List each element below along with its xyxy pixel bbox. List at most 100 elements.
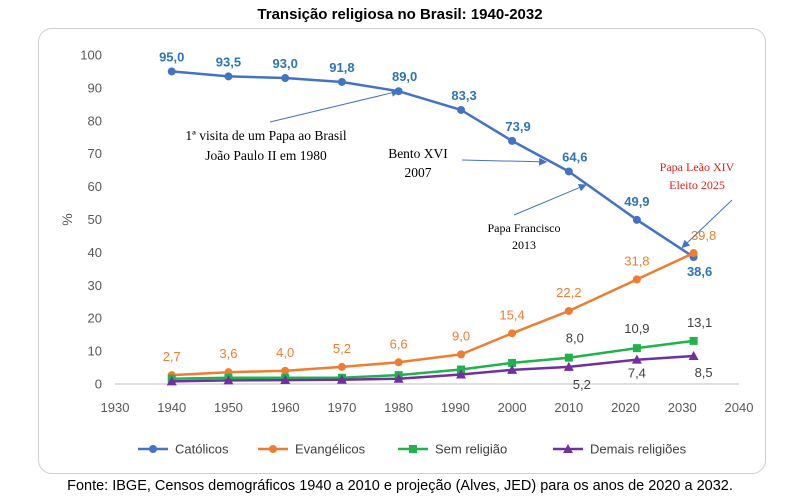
- data-label: 7,4: [628, 366, 646, 381]
- chart-frame: [38, 28, 766, 474]
- data-label: 93,5: [216, 54, 241, 69]
- data-label: 95,0: [159, 49, 184, 64]
- series-line-catolicos: [171, 70, 695, 259]
- data-point-sem-religiao: [632, 344, 641, 353]
- data-point-demais-religioes: [393, 373, 404, 383]
- data-point-demais-religioes: [456, 369, 467, 379]
- annotation-arrow: [681, 199, 733, 249]
- data-label: 15,4: [499, 307, 524, 322]
- data-point-demais-religioes: [336, 374, 347, 384]
- data-point-catolicos: [281, 74, 290, 83]
- data-point-catolicos: [337, 77, 346, 86]
- data-point-catolicos: [508, 136, 517, 145]
- data-point-demais-religioes: [688, 351, 699, 361]
- data-label: 5,2: [573, 377, 591, 392]
- legend-marker-evangelicos: [269, 445, 277, 453]
- data-label: 2,7: [163, 349, 181, 364]
- data-label: 93,0: [273, 56, 298, 71]
- annotation-text: Papa Francisco: [488, 221, 561, 235]
- y-tick-label: 30: [88, 278, 102, 293]
- data-label: 39,8: [691, 228, 716, 243]
- data-point-catolicos: [167, 67, 176, 76]
- annotation-text: 1ª visita de um Papa ao Brasil: [185, 128, 346, 143]
- data-label: 10,9: [624, 321, 649, 336]
- data-label: 91,8: [329, 60, 354, 75]
- data-label: 64,6: [562, 149, 587, 164]
- annotation-arrow: [513, 183, 587, 216]
- data-label: 49,9: [624, 194, 649, 209]
- data-label: 8,5: [695, 365, 713, 380]
- y-tick-label: 70: [88, 146, 102, 161]
- source-note: Fonte: IBGE, Censos demográficos 1940 a …: [67, 478, 733, 494]
- annotation-text: 2013: [512, 238, 536, 252]
- y-tick-label: 100: [80, 48, 102, 63]
- y-tick-label: 0: [95, 377, 102, 392]
- data-label: 4,0: [276, 345, 294, 360]
- data-point-catolicos: [457, 105, 466, 114]
- x-tick-label: 1940: [157, 400, 186, 415]
- y-tick-label: 50: [88, 212, 102, 227]
- x-tick-label: 2030: [668, 400, 697, 415]
- data-point-evangelicos: [281, 366, 290, 375]
- data-point-evangelicos: [337, 362, 346, 371]
- annotation-arrow: [269, 88, 400, 123]
- data-point-evangelicos: [508, 329, 517, 338]
- y-axis-label: %: [59, 213, 75, 225]
- x-tick-label: 2040: [725, 400, 754, 415]
- annotation-text: 2007: [405, 165, 432, 180]
- data-label: 13,1: [687, 315, 712, 330]
- data-label: 22,2: [556, 285, 581, 300]
- data-label: 73,9: [505, 119, 530, 134]
- data-point-demais-religioes: [563, 361, 574, 371]
- data-point-evangelicos: [457, 350, 466, 359]
- data-label: 3,6: [219, 346, 237, 361]
- data-point-evangelicos: [394, 358, 403, 367]
- data-point-demais-religioes: [280, 375, 291, 385]
- legend-marker-demais-religioes: [563, 444, 573, 453]
- x-tick-label: 1950: [214, 400, 243, 415]
- data-label: 38,6: [687, 264, 712, 279]
- annotation-text: Eleito 2025: [669, 178, 725, 192]
- annotation-arrow: [461, 157, 548, 166]
- data-label: 8,0: [566, 331, 584, 346]
- data-point-demais-religioes: [507, 364, 518, 374]
- series-line-sem-religiao: [171, 339, 694, 380]
- annotation-text: Papa Leão XIV: [660, 160, 735, 174]
- x-tick-label: 1990: [441, 400, 470, 415]
- data-label: 89,0: [392, 69, 417, 84]
- annotation-text: João Paulo II em 1980: [205, 148, 327, 163]
- data-point-demais-religioes: [223, 375, 234, 385]
- y-tick-label: 10: [88, 344, 102, 359]
- data-label: 83,3: [451, 88, 476, 103]
- data-point-evangelicos: [689, 249, 698, 258]
- series-line-demais-religioes: [171, 354, 694, 383]
- y-tick-label: 80: [88, 113, 102, 128]
- legend-label: Sem religião: [435, 442, 507, 457]
- y-tick-label: 40: [88, 245, 102, 260]
- x-tick-label: 2010: [554, 400, 583, 415]
- data-label: 5,2: [333, 341, 351, 356]
- legend-label: Demais religiões: [590, 442, 687, 457]
- data-label: 9,0: [452, 328, 470, 343]
- x-tick-label: 2020: [611, 400, 640, 415]
- y-tick-label: 60: [88, 179, 102, 194]
- data-point-catolicos: [224, 72, 233, 81]
- data-point-evangelicos: [632, 275, 641, 284]
- data-point-catolicos: [632, 215, 641, 224]
- y-tick-label: 20: [88, 311, 102, 326]
- legend-label: Evangélicos: [295, 442, 366, 457]
- x-tick-label: 1970: [327, 400, 356, 415]
- x-tick-label: 1960: [271, 400, 300, 415]
- data-point-sem-religiao: [508, 358, 517, 367]
- data-point-demais-religioes: [166, 376, 177, 386]
- legend-marker-catolicos: [149, 445, 157, 453]
- legend-label: Católicos: [175, 442, 229, 457]
- series-line-evangelicos: [171, 251, 695, 377]
- data-label: 31,8: [624, 253, 649, 268]
- annotation-text: Bento XVI: [388, 146, 448, 161]
- data-point-sem-religiao: [564, 353, 573, 362]
- data-label: 6,6: [390, 336, 408, 351]
- data-point-catolicos: [564, 167, 573, 176]
- x-tick-label: 1930: [101, 400, 130, 415]
